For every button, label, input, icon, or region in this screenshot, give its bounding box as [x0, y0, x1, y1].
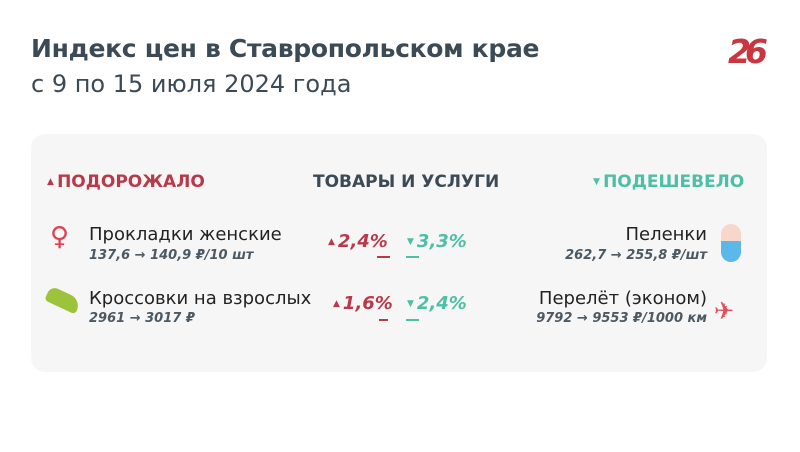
item-name: Кроссовки на взрослых [89, 288, 312, 309]
page-subtitle: с 9 по 15 июля 2024 года [31, 70, 352, 98]
dash-marker [406, 319, 419, 321]
up-percent: ▲ 1,6% [333, 293, 393, 314]
triangle-down-icon: ▼ [593, 177, 604, 187]
item-prices: 2961 → 3017 ₽ [89, 311, 195, 326]
logo: 26 [728, 32, 768, 71]
header-down-label: ПОДЕШЕВЕЛО [603, 172, 745, 192]
item-prices: 137,6 → 140,9 ₽/10 шт [89, 248, 254, 263]
item-name: Перелёт (эконом) [538, 288, 707, 309]
up-percent: ▲ 2,4% [328, 231, 388, 252]
header-down: ▼ ПОДЕШЕВЕЛО [593, 172, 744, 192]
dash-marker [377, 256, 390, 258]
item-prices: 9792 → 9553 ₽/1000 км [536, 311, 707, 326]
triangle-up-icon: ▲ [47, 177, 58, 187]
price-card [31, 134, 767, 372]
female-sign-icon: ♀ [50, 222, 70, 252]
down-percent: ▼ 2,4% [407, 293, 467, 314]
item-name: Пеленки [625, 224, 707, 245]
item-prices: 262,7 → 255,8 ₽/шт [565, 248, 707, 263]
header-up: ▲ ПОДОРОЖАЛО [47, 172, 205, 192]
item-name: Прокладки женские [89, 224, 282, 245]
swaddled-baby-icon [721, 224, 741, 262]
header-middle: ТОВАРЫ И УСЛУГИ [313, 172, 500, 192]
dash-marker [406, 256, 419, 258]
down-percent: ▼ 3,3% [407, 231, 467, 252]
dash-marker [379, 319, 388, 321]
header-up-label: ПОДОРОЖАЛО [57, 172, 205, 192]
airplane-icon: ✈ [714, 297, 735, 325]
page-title: Индекс цен в Ставропольском крае [31, 34, 540, 63]
